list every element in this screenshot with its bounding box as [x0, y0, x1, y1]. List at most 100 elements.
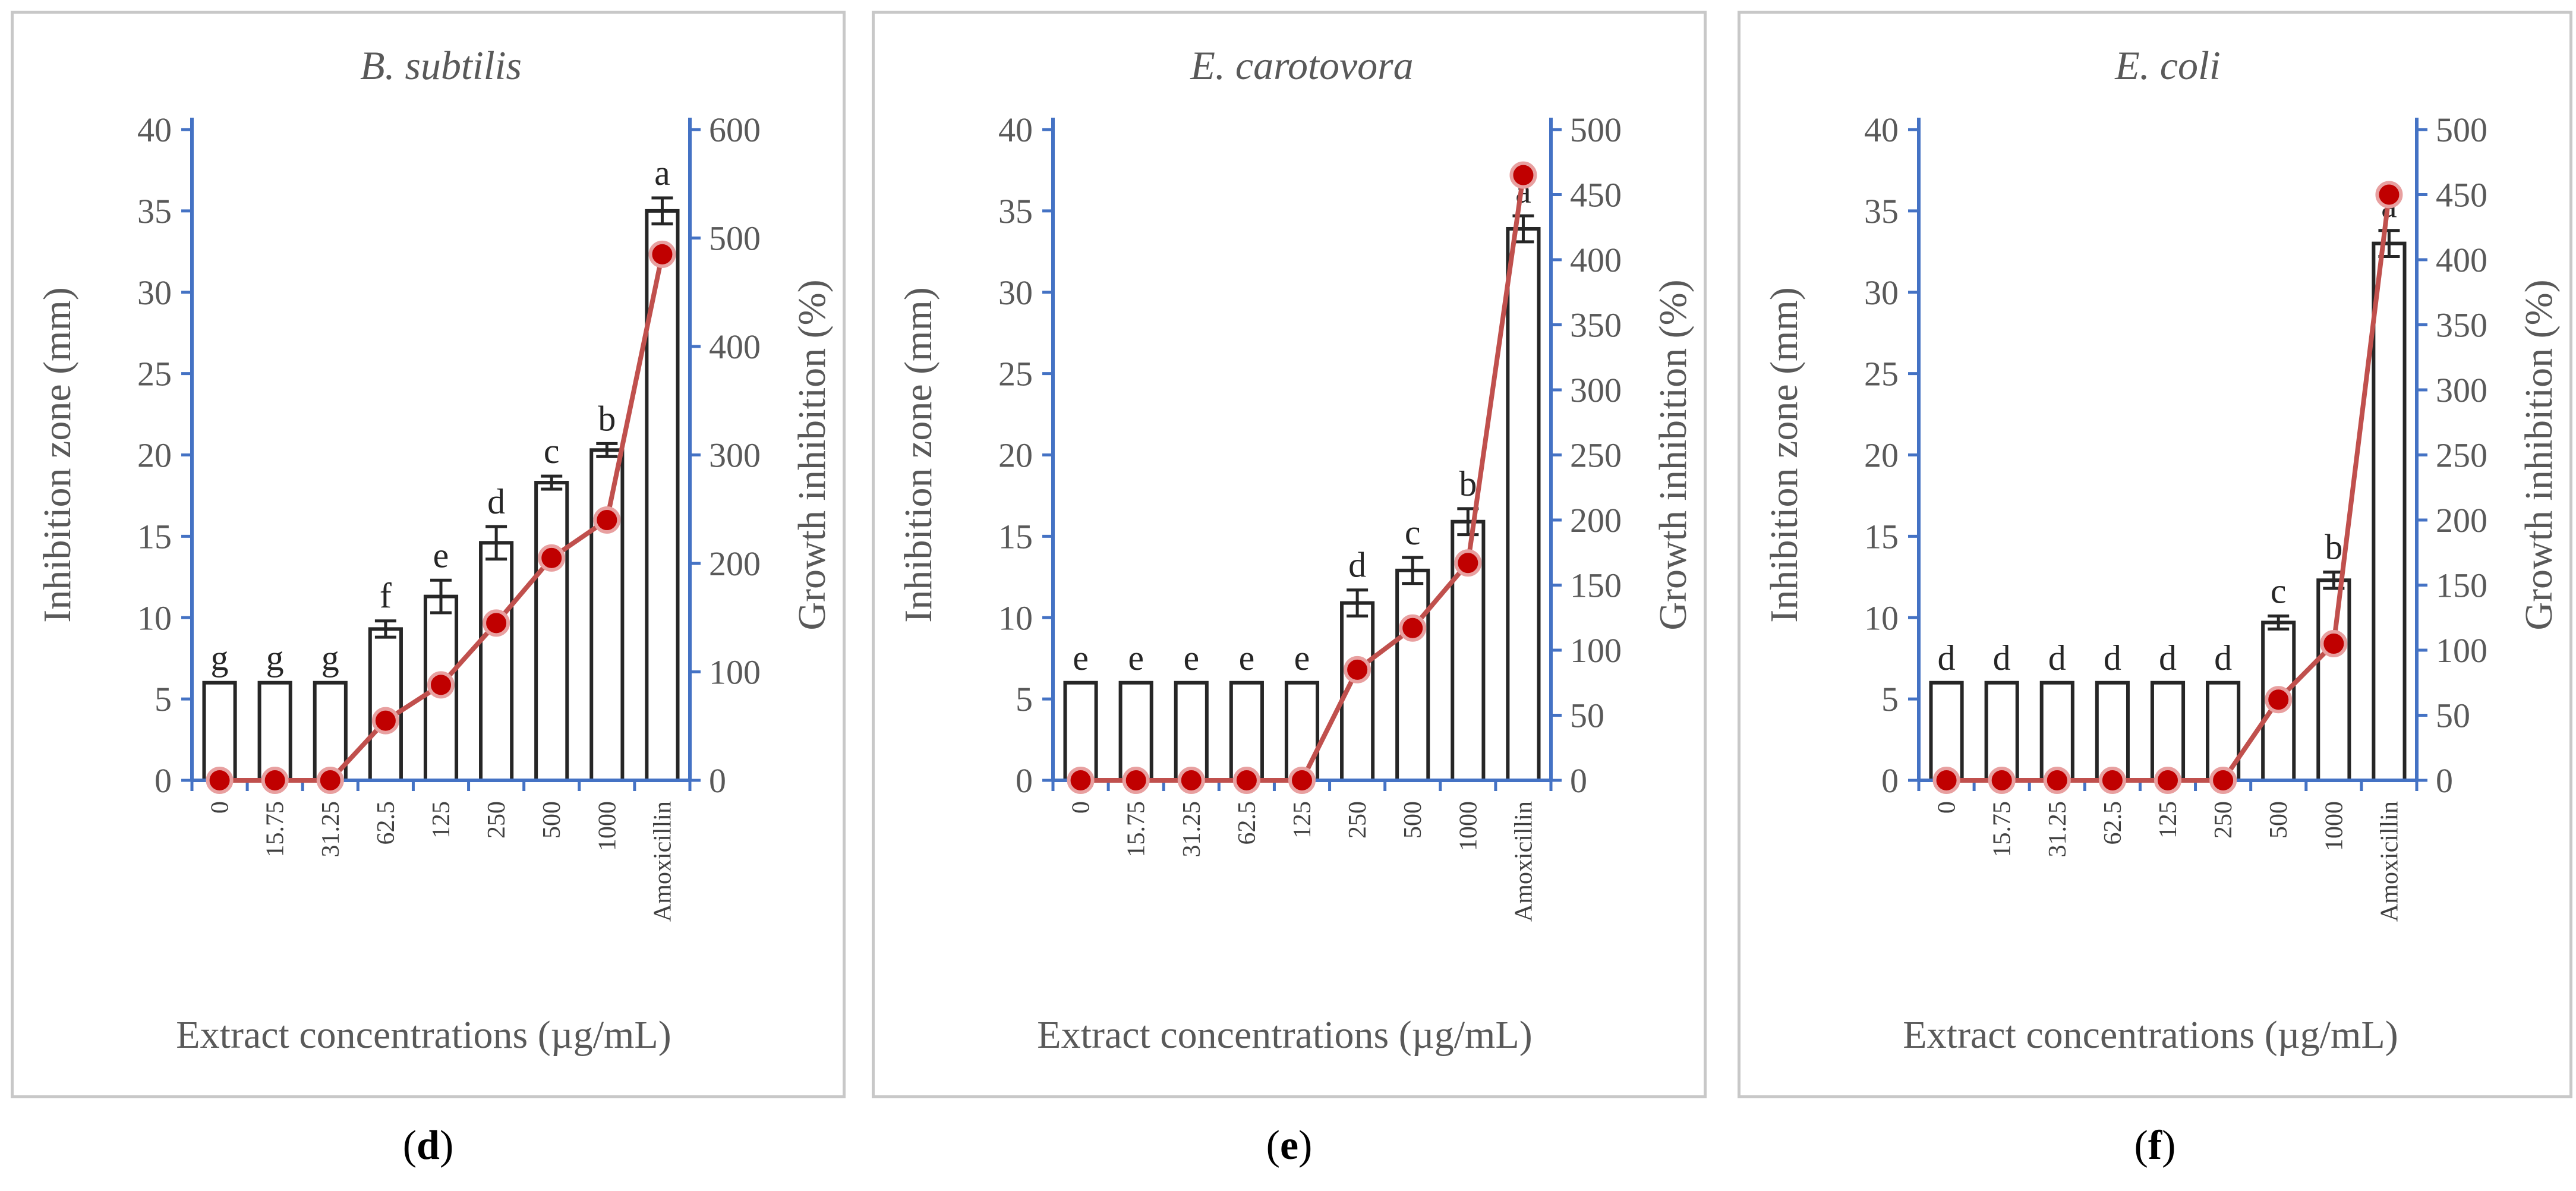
significance-letter-4: e — [433, 535, 449, 575]
y2-tick-label-3: 150 — [1570, 566, 1622, 605]
y-tick-label-6: 30 — [1864, 273, 1899, 312]
growth-inhibition-point-7 — [2320, 630, 2348, 658]
y-tick-label-8: 40 — [998, 111, 1033, 149]
bar-0 — [1929, 680, 1964, 782]
significance-letter-2: g — [321, 638, 339, 678]
y-tick-label-0: 0 — [1016, 761, 1033, 800]
significance-letter-1: e — [1128, 638, 1144, 678]
growth-inhibition-point-2 — [2043, 767, 2071, 794]
growth-inhibition-point-1 — [1122, 767, 1150, 794]
y2-tick-label-8: 400 — [1570, 241, 1622, 279]
y-tick-label-2: 10 — [998, 598, 1033, 637]
y-tick-label-8: 40 — [137, 111, 172, 149]
x-tick-label-5: 250 — [1344, 801, 1371, 839]
y2-axis-title: Growth inhibition (%) — [2517, 279, 2561, 630]
bar-3 — [368, 627, 403, 782]
bar-3 — [2095, 680, 2130, 782]
y-tick-label-1: 5 — [1881, 680, 1899, 719]
y-axis-title: Inhibition zone (mm) — [36, 287, 79, 623]
y2-tick-label-2: 100 — [1570, 631, 1622, 670]
x-axis-title: Extract concentrations (µg/mL) — [1903, 1013, 2398, 1057]
y2-tick-label-1: 50 — [2436, 697, 2470, 735]
bar-5 — [479, 541, 514, 782]
y2-tick-label-5: 250 — [2436, 436, 2487, 475]
y2-tick-label-7: 350 — [1570, 306, 1622, 345]
bar-4 — [1284, 680, 1320, 782]
significance-letter-1: d — [1993, 638, 2011, 678]
y-tick-label-7: 35 — [137, 192, 172, 231]
panel-caption-f: (f) — [2134, 1123, 2176, 1168]
bar-8 — [2372, 241, 2407, 782]
growth-inhibition-point-0 — [1932, 767, 1960, 794]
y2-tick-label-0: 0 — [709, 761, 726, 800]
y2-axis-title: Growth inhibition (%) — [790, 279, 834, 630]
growth-inhibition-point-5 — [2209, 767, 2237, 794]
growth-inhibition-point-8 — [2375, 181, 2403, 209]
x-axis-title: Extract concentrations (µg/mL) — [1037, 1013, 1532, 1057]
y2-tick-label-6: 300 — [1570, 371, 1622, 409]
bar-6 — [1395, 568, 1430, 782]
y2-tick-label-1: 50 — [1570, 697, 1604, 735]
y2-tick-label-10: 500 — [2436, 111, 2487, 149]
growth-inhibition-point-7 — [1454, 549, 1482, 577]
growth-inhibition-point-1 — [261, 767, 289, 794]
significance-letter-6: c — [1405, 513, 1421, 552]
x-tick-label-1: 15.75 — [1989, 801, 2016, 858]
chart-panel-e: E. carotovora e e e e e d c b a 0 5 10 15 20 25 30 35 40 0 5… — [872, 11, 1707, 1098]
y-tick-label-6: 30 — [137, 273, 172, 312]
y-tick-label-7: 35 — [1864, 192, 1899, 231]
bar-6 — [534, 481, 569, 782]
growth-inhibition-point-3 — [1232, 767, 1260, 794]
growth-inhibition-point-4 — [2154, 767, 2181, 794]
growth-inhibition-point-2 — [1177, 767, 1205, 794]
chart-title: E. coli — [2114, 43, 2221, 88]
significance-letter-5: d — [2214, 638, 2232, 678]
significance-letter-4: e — [1294, 638, 1310, 678]
y2-tick-label-4: 200 — [2436, 501, 2487, 540]
y2-tick-label-3: 150 — [2436, 566, 2487, 605]
y2-tick-label-5: 250 — [1570, 436, 1622, 475]
growth-inhibition-point-6 — [538, 544, 566, 572]
y-tick-label-5: 25 — [1864, 355, 1899, 393]
significance-letter-5: d — [1348, 546, 1366, 585]
significance-letter-0: g — [211, 638, 229, 678]
y2-tick-label-0: 0 — [2436, 761, 2453, 800]
y-tick-label-2: 10 — [137, 598, 172, 637]
growth-inhibition-point-3 — [2098, 767, 2126, 794]
y2-tick-label-10: 500 — [1570, 111, 1622, 149]
significance-letter-3: e — [1239, 638, 1255, 678]
growth-inhibition-point-8 — [648, 240, 676, 268]
y-tick-label-7: 35 — [998, 192, 1033, 231]
y-tick-label-5: 25 — [998, 355, 1033, 393]
x-tick-label-6: 500 — [1399, 801, 1427, 839]
y2-tick-label-7: 350 — [2436, 306, 2487, 345]
y2-tick-label-3: 300 — [709, 436, 761, 475]
chart-title: E. carotovora — [1190, 43, 1413, 88]
y-tick-label-4: 20 — [137, 436, 172, 475]
growth-inhibition-point-6 — [2265, 686, 2293, 714]
y2-tick-label-6: 600 — [709, 111, 761, 149]
x-tick-label-8: Amoxicillin — [2376, 801, 2403, 922]
y2-tick-label-4: 400 — [709, 327, 761, 366]
x-tick-label-7: 1000 — [1455, 801, 1482, 851]
significance-letter-6: c — [2271, 572, 2287, 611]
y2-tick-label-6: 300 — [2436, 371, 2487, 409]
significance-letter-1: g — [266, 638, 284, 678]
x-tick-label-0: 0 — [1068, 801, 1095, 814]
x-tick-label-1: 15.75 — [1123, 801, 1150, 858]
chart-panel-d: B. subtilis g g g f e d c b a 0 5 10 15 20 25 30 35 40 0 100… — [11, 11, 846, 1098]
y2-tick-label-2: 100 — [2436, 631, 2487, 670]
chart-title: B. subtilis — [360, 43, 522, 88]
significance-letter-0: d — [1938, 638, 1956, 678]
y2-tick-label-9: 450 — [1570, 176, 1622, 215]
y-tick-label-0: 0 — [1881, 761, 1899, 800]
y2-tick-label-0: 0 — [1570, 761, 1587, 800]
x-tick-label-8: Amoxicillin — [1510, 801, 1537, 922]
y-tick-label-2: 10 — [1864, 598, 1899, 637]
panel-caption-e: (e) — [1266, 1123, 1313, 1168]
growth-inhibition-point-7 — [593, 506, 621, 534]
bar-1 — [257, 680, 292, 782]
growth-inhibition-point-4 — [427, 671, 455, 699]
bar-8 — [1506, 226, 1541, 782]
